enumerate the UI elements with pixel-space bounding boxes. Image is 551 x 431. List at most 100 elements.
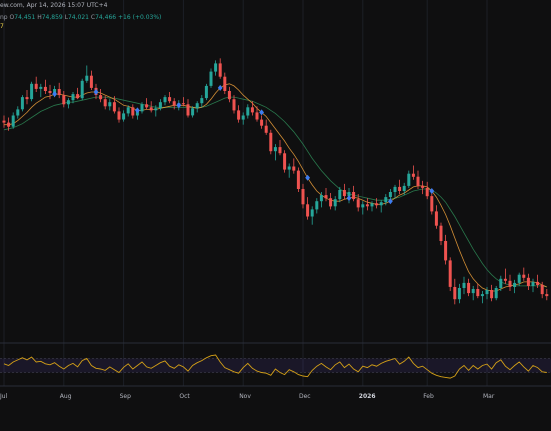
candle [204, 83, 208, 101]
candle [283, 150, 287, 173]
candle [480, 291, 484, 304]
candle-body [398, 186, 402, 191]
candle-body [62, 95, 66, 105]
candle-body [53, 89, 57, 94]
candle-body [237, 110, 241, 120]
candle [365, 198, 369, 211]
candle-body [149, 107, 153, 111]
candle [476, 283, 480, 299]
candle [338, 186, 342, 203]
candle-body [168, 97, 172, 102]
open-value: 74,451 [14, 14, 36, 21]
candle-body [296, 170, 300, 189]
candle [333, 196, 337, 211]
candle [398, 179, 402, 195]
candle [11, 112, 15, 129]
candle-body [273, 147, 277, 152]
candle-body [200, 98, 204, 104]
candle [246, 104, 250, 119]
candle-body [453, 287, 457, 300]
candle-body [379, 202, 383, 206]
candle-body [494, 288, 498, 299]
candle [112, 96, 116, 114]
candle-body [117, 111, 121, 120]
candle-body [448, 260, 452, 287]
candle [264, 119, 268, 135]
candle-body [172, 101, 176, 106]
oscillator-line [3, 354, 547, 379]
signal-marker [346, 195, 352, 202]
candle-body [126, 107, 130, 114]
indicator-header[interactable]: 7 [0, 23, 4, 30]
candle [71, 92, 75, 104]
candle-body [411, 173, 415, 177]
candle [448, 257, 452, 292]
candle [393, 184, 397, 199]
candle [384, 194, 388, 206]
candle-body [246, 107, 250, 116]
change-value: +16 (+0.03%) [118, 14, 162, 21]
signal-marker [259, 109, 264, 116]
candle [361, 201, 365, 215]
candle [117, 107, 121, 123]
chart-header-ohlc: np O74,451 H74,859 L74,021 C74,466 +16 (… [0, 14, 161, 21]
candle [20, 95, 24, 112]
candle-body [292, 166, 296, 171]
candle [30, 81, 34, 102]
candle-body [342, 190, 346, 197]
candle-body [531, 281, 535, 286]
candle-body [39, 86, 43, 89]
candle-body [439, 225, 443, 241]
candle [453, 278, 457, 305]
candle-body [223, 76, 227, 91]
candle-body [540, 284, 544, 295]
candle-body [480, 294, 484, 297]
candle-body [255, 112, 259, 120]
candle-body [499, 278, 503, 288]
low-value: 74,021 [67, 14, 89, 21]
symbol-tail[interactable]: np [0, 14, 8, 21]
candle [7, 117, 11, 131]
candle-body [513, 282, 517, 287]
candle [315, 198, 319, 214]
ma-slow-line [3, 96, 547, 288]
signal-marker [217, 84, 223, 91]
candle-body [158, 102, 162, 109]
candle-body [30, 83, 34, 100]
candle [296, 167, 300, 193]
chart-header-source: ew.com, Apr 14, 2026 15:07 UTC+4 [0, 2, 107, 9]
candle [462, 276, 466, 295]
candle-body [462, 282, 466, 288]
candle [140, 102, 144, 114]
candle [352, 185, 356, 202]
candle-body [135, 111, 139, 116]
candle-body [163, 97, 167, 103]
candle [39, 83, 43, 98]
candle [494, 285, 498, 301]
candle [48, 84, 52, 100]
candle [209, 68, 213, 88]
candle [411, 165, 415, 180]
candle [467, 278, 471, 297]
x-tick-label: Nov [239, 393, 251, 400]
candle [375, 198, 379, 209]
candle [503, 268, 507, 284]
candle-body [370, 203, 374, 207]
candle-body [186, 104, 190, 116]
candle [471, 285, 475, 301]
signal-markers [52, 84, 435, 205]
candle-body [434, 211, 438, 226]
candle-body [122, 113, 126, 120]
candle [342, 183, 346, 200]
candle-body [57, 89, 61, 96]
candle [301, 183, 305, 209]
oscillator-pane [0, 354, 551, 379]
candle-body [7, 122, 11, 127]
candle-body [103, 99, 107, 107]
close-label: C [90, 14, 96, 21]
candle-body [490, 290, 494, 299]
indicator-tail: 7 [0, 23, 4, 30]
candle [540, 281, 544, 299]
candle [457, 283, 461, 304]
